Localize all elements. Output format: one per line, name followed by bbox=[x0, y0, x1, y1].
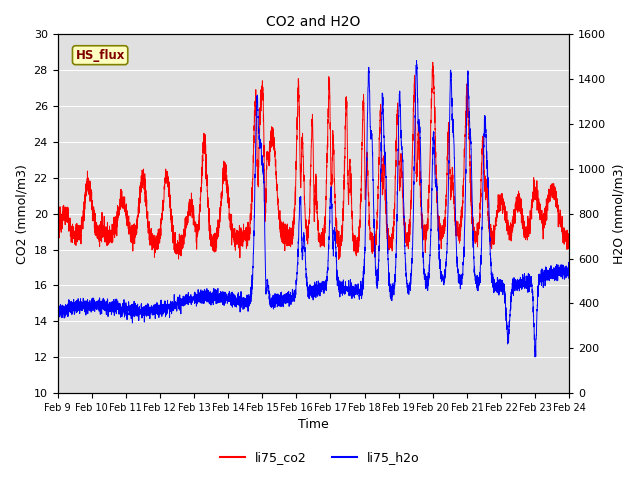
Legend: li75_co2, li75_h2o: li75_co2, li75_h2o bbox=[215, 446, 425, 469]
Text: HS_flux: HS_flux bbox=[76, 48, 125, 62]
X-axis label: Time: Time bbox=[298, 419, 329, 432]
Y-axis label: CO2 (mmol/m3): CO2 (mmol/m3) bbox=[15, 164, 28, 264]
Y-axis label: H2O (mmol/m3): H2O (mmol/m3) bbox=[612, 164, 625, 264]
Title: CO2 and H2O: CO2 and H2O bbox=[266, 15, 360, 29]
